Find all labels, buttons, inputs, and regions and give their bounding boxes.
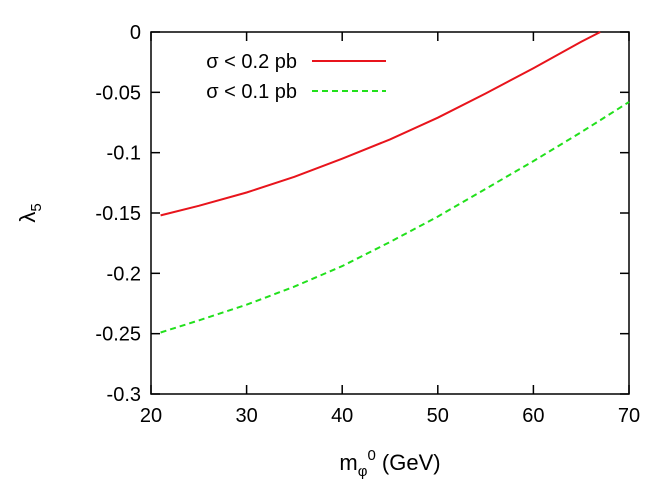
x-tick-label: 50 xyxy=(427,405,449,427)
y-tick-label: -0.3 xyxy=(107,384,141,406)
y-axis-label-sub: 5 xyxy=(28,203,45,211)
series-line-1 xyxy=(160,31,601,217)
x-axis-label-sub: φ xyxy=(358,463,368,480)
y-tick-label: -0.25 xyxy=(95,324,141,346)
x-tick-label: 60 xyxy=(522,405,544,427)
ticks-layer: 20 30 40 50 60 70 0 -0.05 -0.1 -0.15 -0.2 -0.25 -0.3 xyxy=(95,22,640,427)
x-tick-label: 30 xyxy=(235,405,257,427)
y-tick-label: -0.05 xyxy=(95,82,141,104)
legend: σ < 0.2 pb σ < 0.1 pb xyxy=(206,51,386,103)
x-axis-label-sup: 0 xyxy=(367,447,375,464)
x-axis-label-main: m xyxy=(339,450,357,475)
series-layer xyxy=(160,31,630,334)
x-tick-label: 20 xyxy=(140,405,162,427)
x-tick-label: 40 xyxy=(331,405,353,427)
x-axis-label: mφ0 (GeV) xyxy=(339,447,440,480)
x-tick-label: 70 xyxy=(618,405,640,427)
y-tick-label: 0 xyxy=(130,22,141,44)
legend-label-1: σ < 0.2 pb xyxy=(206,51,297,73)
y-axis-label-main: λ xyxy=(15,212,40,223)
y-axis-label: λ5 xyxy=(15,203,45,222)
y-tick-label: -0.1 xyxy=(107,143,141,165)
y-tick-label: -0.2 xyxy=(107,263,141,285)
series-line-2 xyxy=(160,101,630,334)
legend-label-2: σ < 0.1 pb xyxy=(206,81,297,103)
y-tick-label: -0.15 xyxy=(95,203,141,225)
x-axis-label-unit: (GeV) xyxy=(376,450,441,475)
